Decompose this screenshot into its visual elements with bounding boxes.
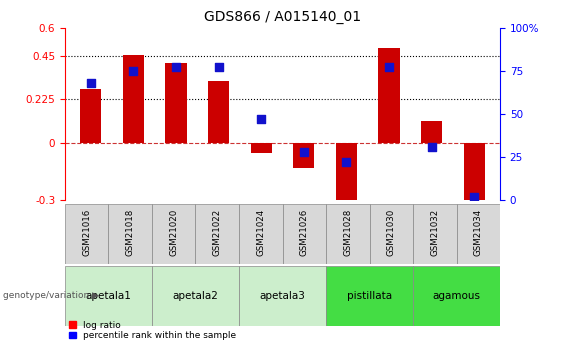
Text: apetala3: apetala3 — [259, 291, 306, 301]
Bar — [282, 204, 326, 264]
Bar — [379, 48, 400, 142]
Bar — [239, 266, 326, 326]
Point — [385, 65, 394, 70]
Point — [299, 149, 308, 155]
Point — [470, 194, 479, 199]
Point — [171, 65, 180, 70]
Bar — [165, 63, 186, 142]
Text: GSM21022: GSM21022 — [213, 208, 221, 256]
Text: apetala1: apetala1 — [85, 291, 132, 301]
Bar — [152, 266, 239, 326]
Bar — [413, 266, 500, 326]
Bar — [293, 142, 315, 168]
Text: GSM21032: GSM21032 — [431, 208, 439, 256]
Text: pistillata: pistillata — [347, 291, 392, 301]
Bar — [464, 142, 485, 209]
Bar — [208, 81, 229, 142]
Text: genotype/variation ▶: genotype/variation ▶ — [3, 291, 99, 300]
Text: GSM21020: GSM21020 — [170, 208, 178, 256]
Text: apetala2: apetala2 — [172, 291, 219, 301]
Bar — [80, 89, 101, 142]
Text: GSM21026: GSM21026 — [300, 208, 308, 256]
Bar — [326, 204, 370, 264]
Bar — [123, 56, 144, 142]
Bar — [421, 120, 442, 142]
Point — [427, 144, 436, 149]
Legend: log ratio, percentile rank within the sample: log ratio, percentile rank within the sa… — [69, 321, 236, 341]
Text: GSM21028: GSM21028 — [344, 208, 352, 256]
Bar — [239, 204, 282, 264]
Bar — [65, 266, 152, 326]
Bar — [457, 204, 500, 264]
Bar — [413, 204, 457, 264]
Bar — [108, 204, 152, 264]
Text: GSM21030: GSM21030 — [387, 208, 396, 256]
Text: GSM21034: GSM21034 — [474, 208, 483, 256]
Point — [86, 80, 95, 86]
Text: GDS866 / A015140_01: GDS866 / A015140_01 — [204, 10, 361, 24]
Bar — [152, 204, 195, 264]
Text: agamous: agamous — [433, 291, 480, 301]
Bar — [370, 204, 413, 264]
Text: GSM21016: GSM21016 — [82, 208, 91, 256]
Text: GSM21024: GSM21024 — [257, 208, 265, 256]
Point — [342, 159, 351, 165]
Bar — [326, 266, 413, 326]
Bar — [65, 204, 108, 264]
Bar — [250, 142, 272, 153]
Text: GSM21018: GSM21018 — [126, 208, 134, 256]
Point — [129, 68, 138, 73]
Bar — [336, 142, 357, 208]
Bar — [195, 204, 239, 264]
Point — [214, 65, 223, 70]
Point — [257, 116, 266, 122]
